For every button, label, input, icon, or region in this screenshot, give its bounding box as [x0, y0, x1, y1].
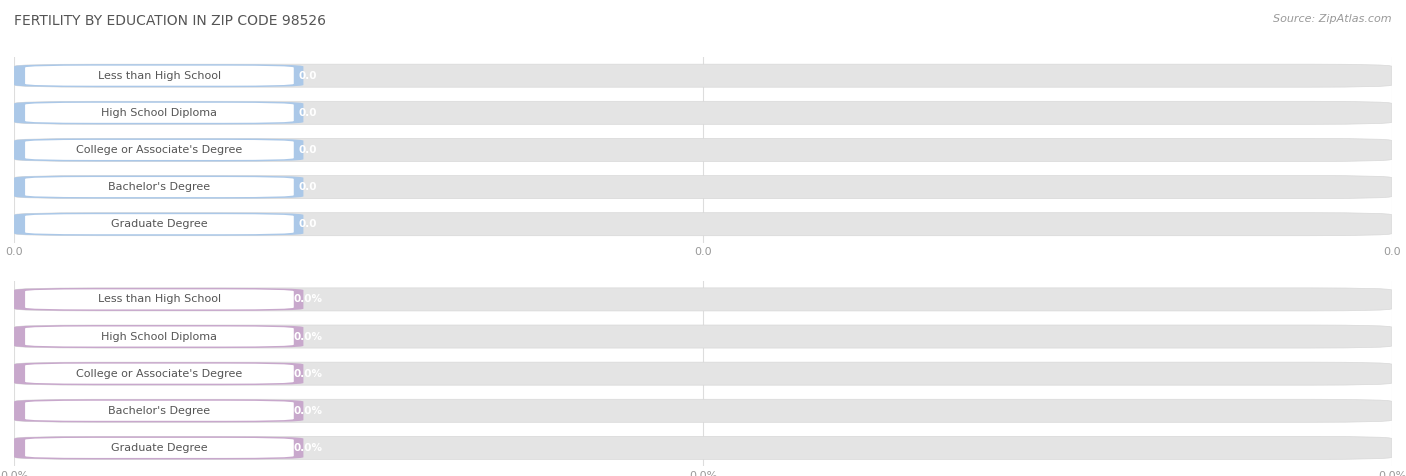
Text: Source: ZipAtlas.com: Source: ZipAtlas.com	[1274, 14, 1392, 24]
Text: High School Diploma: High School Diploma	[101, 331, 218, 342]
FancyBboxPatch shape	[25, 214, 294, 234]
FancyBboxPatch shape	[14, 436, 1392, 459]
Text: College or Associate's Degree: College or Associate's Degree	[76, 145, 243, 155]
FancyBboxPatch shape	[25, 438, 294, 458]
Text: 0.0: 0.0	[298, 219, 316, 229]
FancyBboxPatch shape	[14, 288, 1392, 311]
FancyBboxPatch shape	[14, 64, 1392, 87]
Text: 0.0: 0.0	[298, 108, 316, 118]
FancyBboxPatch shape	[25, 103, 294, 123]
Text: 0.0%: 0.0%	[292, 368, 322, 379]
FancyBboxPatch shape	[14, 399, 1392, 422]
Text: Bachelor's Degree: Bachelor's Degree	[108, 406, 211, 416]
Text: High School Diploma: High School Diploma	[101, 108, 218, 118]
FancyBboxPatch shape	[14, 176, 1392, 198]
Text: Less than High School: Less than High School	[98, 294, 221, 305]
Text: 0.0: 0.0	[298, 182, 316, 192]
FancyBboxPatch shape	[14, 101, 304, 124]
FancyBboxPatch shape	[14, 436, 304, 459]
FancyBboxPatch shape	[14, 399, 304, 422]
Text: FERTILITY BY EDUCATION IN ZIP CODE 98526: FERTILITY BY EDUCATION IN ZIP CODE 98526	[14, 14, 326, 28]
FancyBboxPatch shape	[14, 139, 304, 161]
Text: 0.0%: 0.0%	[292, 331, 322, 342]
FancyBboxPatch shape	[14, 288, 304, 311]
Text: 0.0%: 0.0%	[292, 443, 322, 453]
FancyBboxPatch shape	[14, 362, 1392, 385]
Text: Less than High School: Less than High School	[98, 70, 221, 81]
FancyBboxPatch shape	[25, 364, 294, 384]
Text: Graduate Degree: Graduate Degree	[111, 219, 208, 229]
FancyBboxPatch shape	[14, 64, 304, 87]
Text: 0.0: 0.0	[298, 70, 316, 81]
FancyBboxPatch shape	[14, 101, 1392, 124]
Text: College or Associate's Degree: College or Associate's Degree	[76, 368, 243, 379]
FancyBboxPatch shape	[25, 140, 294, 160]
Text: 0.0%: 0.0%	[292, 406, 322, 416]
FancyBboxPatch shape	[14, 139, 1392, 161]
FancyBboxPatch shape	[14, 362, 304, 385]
FancyBboxPatch shape	[25, 177, 294, 197]
Text: Bachelor's Degree: Bachelor's Degree	[108, 182, 211, 192]
FancyBboxPatch shape	[25, 289, 294, 309]
FancyBboxPatch shape	[14, 325, 1392, 348]
Text: 0.0%: 0.0%	[292, 294, 322, 305]
FancyBboxPatch shape	[14, 176, 304, 198]
FancyBboxPatch shape	[14, 213, 1392, 236]
FancyBboxPatch shape	[25, 327, 294, 347]
Text: 0.0: 0.0	[298, 145, 316, 155]
Text: Graduate Degree: Graduate Degree	[111, 443, 208, 453]
FancyBboxPatch shape	[25, 401, 294, 421]
FancyBboxPatch shape	[14, 325, 304, 348]
FancyBboxPatch shape	[25, 66, 294, 86]
FancyBboxPatch shape	[14, 213, 304, 236]
